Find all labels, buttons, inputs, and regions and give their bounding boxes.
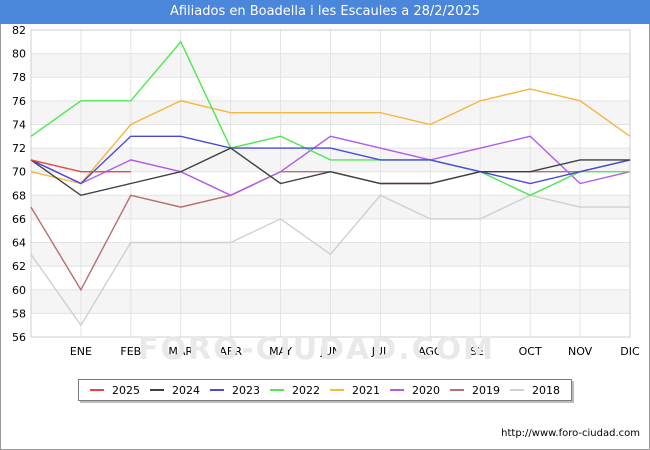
y-axis: 56 58 60 62 64 66 68 70 72 74 76 78 80 82 bbox=[12, 24, 26, 344]
x-tick-label: ABR bbox=[219, 345, 242, 358]
legend-label: 2021 bbox=[352, 383, 380, 397]
x-tick-label: JUN bbox=[320, 345, 341, 358]
x-tick-label: AGO bbox=[418, 345, 443, 358]
legend-label: 2024 bbox=[172, 383, 200, 397]
x-axis: ENE FEB MAR ABR MAY JUN JUL AGO SEP OCT NOV DIC bbox=[70, 345, 640, 358]
y-tick-label: 62 bbox=[12, 260, 26, 273]
y-tick-label: 72 bbox=[12, 142, 26, 155]
y-tick-label: 80 bbox=[12, 48, 26, 61]
y-tick-label: 82 bbox=[12, 24, 26, 37]
y-tick-label: 58 bbox=[12, 307, 26, 320]
legend-item-2021: 2021 bbox=[330, 384, 380, 397]
x-tick-label: DIC bbox=[620, 345, 640, 358]
legend-swatch bbox=[270, 389, 284, 391]
legend-label: 2019 bbox=[472, 383, 500, 397]
series-line-2020 bbox=[30, 135, 631, 197]
legend-item-2018: 2018 bbox=[510, 384, 560, 397]
legend-swatch bbox=[450, 389, 464, 391]
plot-border bbox=[30, 29, 631, 338]
series-line-2023 bbox=[30, 135, 631, 185]
x-tick-label: NOV bbox=[568, 345, 593, 358]
legend-label: 2022 bbox=[292, 383, 320, 397]
y-tick-label: 66 bbox=[12, 213, 26, 226]
legend-item-2023: 2023 bbox=[210, 384, 260, 397]
legend-item-2019: 2019 bbox=[450, 384, 500, 397]
x-tick-label: ENE bbox=[70, 345, 92, 358]
x-tick-label: MAY bbox=[269, 345, 292, 358]
legend-swatch bbox=[510, 389, 524, 391]
legend-label: 2018 bbox=[532, 383, 560, 397]
series-lines bbox=[30, 40, 631, 327]
y-tick-label: 64 bbox=[12, 237, 26, 250]
x-tick-label: JUL bbox=[371, 345, 390, 358]
legend-item-2020: 2020 bbox=[390, 384, 440, 397]
y-tick-label: 68 bbox=[12, 189, 26, 202]
legend-label: 2020 bbox=[412, 383, 440, 397]
y-tick-label: 78 bbox=[12, 71, 26, 84]
x-tick-label: FEB bbox=[120, 345, 141, 358]
legend-swatch bbox=[90, 389, 104, 391]
source-link[interactable]: http://www.foro-ciudad.com bbox=[501, 428, 640, 439]
x-tick-label: OCT bbox=[519, 345, 542, 358]
y-tick-label: 60 bbox=[12, 284, 26, 297]
legend-item-2024: 2024 bbox=[150, 384, 200, 397]
chart-frame: 56 58 60 62 64 66 68 70 72 74 76 78 80 82 ENE FEB MAR AB… bbox=[0, 24, 650, 450]
x-tick-label: MAR bbox=[168, 345, 193, 358]
legend-label: 2025 bbox=[112, 383, 140, 397]
legend-item-2022: 2022 bbox=[270, 384, 320, 397]
series-line-2025 bbox=[30, 159, 131, 173]
x-tick-label: SEP bbox=[470, 345, 491, 358]
legend-swatch bbox=[330, 389, 344, 391]
series-line-2022 bbox=[30, 40, 630, 197]
series-line-2021 bbox=[30, 88, 631, 185]
legend-item-2025: 2025 bbox=[90, 384, 140, 397]
watermark: FORO-CIUDAD.COM bbox=[138, 332, 495, 367]
chart-legend: 2025 2024 2023 2022 2021 2020 2019 2018 bbox=[78, 379, 572, 401]
legend-label: 2023 bbox=[232, 383, 260, 397]
legend-swatch bbox=[150, 389, 164, 391]
y-tick-label: 70 bbox=[12, 166, 26, 179]
line-chart: 56 58 60 62 64 66 68 70 72 74 76 78 80 82 ENE FEB MAR AB… bbox=[12, 24, 640, 358]
y-tick-label: 74 bbox=[12, 118, 26, 131]
y-tick-label: 56 bbox=[12, 331, 26, 344]
series-line-2024 bbox=[30, 147, 630, 197]
y-tick-label: 76 bbox=[12, 95, 26, 108]
chart-title: Afiliados en Boadella i les Escaules a 2… bbox=[0, 0, 650, 24]
legend-swatch bbox=[390, 389, 404, 391]
legend-swatch bbox=[210, 389, 224, 391]
